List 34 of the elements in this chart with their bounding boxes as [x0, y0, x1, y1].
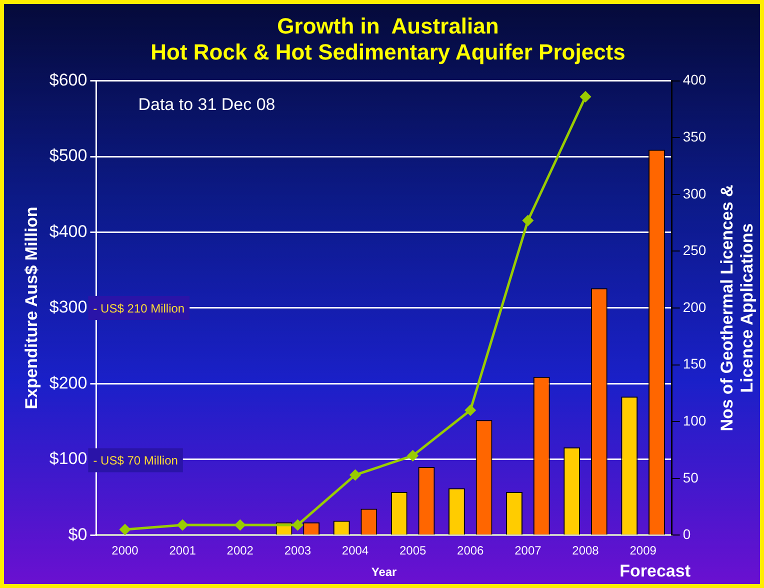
- x-tick-label: 2009: [630, 544, 657, 558]
- y2-tick-label: 300: [682, 185, 706, 202]
- x-tick-label: 2006: [457, 544, 484, 558]
- x-tick-label: 2000: [112, 544, 139, 558]
- y2-tick-label: 50: [682, 469, 699, 486]
- x-tick-label: 2003: [284, 544, 312, 558]
- y-axis-title: Expenditure Aus$ Million: [22, 206, 41, 410]
- x-tick-label: 2004: [342, 544, 369, 558]
- y-tick-label: $100: [49, 449, 88, 468]
- text: Forecast: [620, 561, 691, 580]
- y2-tick-label: 400: [682, 72, 706, 88]
- y2-tick-label: 0: [682, 526, 691, 542]
- y2-axis-title: Nos of Geothermal Licences & Licence Applications: [718, 184, 757, 432]
- x-tick-label: 2005: [399, 544, 426, 558]
- x-tick-label: 2008: [572, 544, 600, 558]
- x-tick-label: 2002: [226, 544, 254, 558]
- annotation: Data to 31 Dec 08: [138, 94, 276, 114]
- y-tick-label: $200: [49, 373, 88, 392]
- y2-tick-label: 150: [682, 356, 706, 372]
- y2-tick-label: 100: [682, 412, 706, 428]
- annotation: - US$ 70 Million: [93, 454, 178, 468]
- x-axis-title: Year: [371, 565, 398, 580]
- x-tick-label: 2001: [169, 544, 196, 558]
- annotation: - US$ 210 Million: [93, 301, 185, 316]
- y-tick-label: $400: [49, 222, 88, 241]
- y-tick-label: $0: [68, 524, 88, 544]
- y2-tick-label: 250: [682, 242, 706, 258]
- y-tick-label: $300: [49, 298, 88, 317]
- y2-tick-label: 200: [682, 298, 706, 315]
- chart-title: Growth in Australian Hot Rock & Hot Sedimentary Aquifer Projects: [150, 13, 626, 65]
- y-tick-label: $600: [49, 70, 88, 90]
- x-tick-label: 2007: [514, 544, 542, 558]
- y2-tick-label: 350: [682, 128, 706, 144]
- y-tick-label: $500: [49, 146, 88, 166]
